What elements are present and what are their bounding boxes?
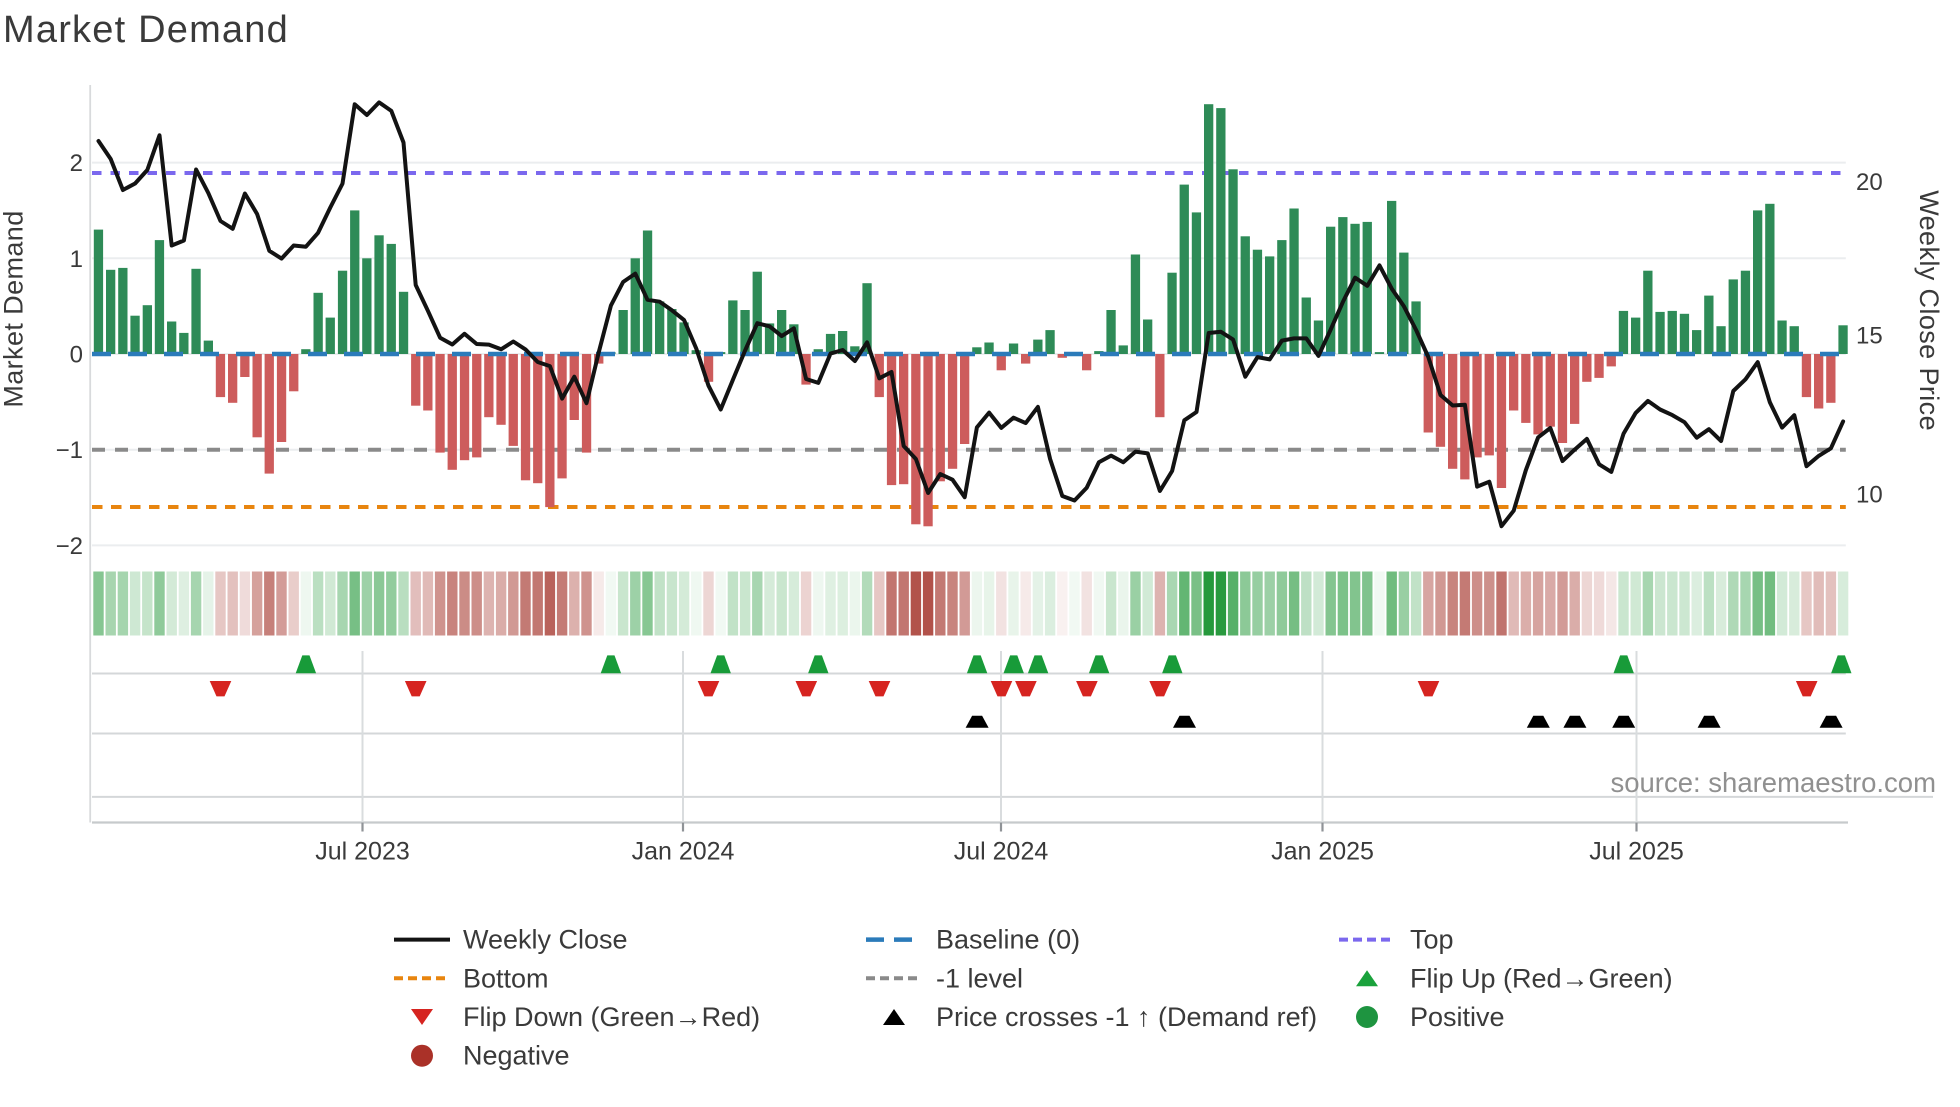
svg-text:15: 15 [1856, 323, 1883, 350]
svg-text:Flip Up (Red→Green): Flip Up (Red→Green) [1410, 963, 1673, 993]
svg-text:Positive: Positive [1410, 1002, 1505, 1032]
svg-text:Flip Down (Green→Red): Flip Down (Green→Red) [463, 1002, 760, 1032]
svg-text:20: 20 [1856, 169, 1883, 196]
svg-text:source: sharemaestro.com: source: sharemaestro.com [1610, 767, 1936, 798]
svg-text:Negative: Negative [463, 1041, 570, 1071]
svg-text:Weekly Close Price: Weekly Close Price [1914, 190, 1944, 431]
svg-text:Jan 2024: Jan 2024 [632, 838, 735, 866]
svg-text:1: 1 [70, 246, 83, 273]
svg-text:Price crosses -1 ↑ (Demand ref: Price crosses -1 ↑ (Demand ref) [936, 1002, 1317, 1032]
svg-text:10: 10 [1856, 482, 1883, 509]
svg-text:Top: Top [1410, 925, 1454, 955]
svg-text:-1 level: -1 level [936, 963, 1023, 993]
svg-text:2: 2 [70, 150, 83, 177]
svg-text:Bottom: Bottom [463, 963, 549, 993]
svg-text:0: 0 [70, 342, 83, 369]
svg-text:Jan 2025: Jan 2025 [1271, 838, 1374, 866]
svg-text:−1: −1 [56, 437, 83, 464]
svg-text:Weekly Close: Weekly Close [463, 925, 628, 955]
svg-text:Market Demand: Market Demand [0, 210, 29, 407]
svg-text:Jul 2024: Jul 2024 [954, 838, 1049, 866]
svg-text:−2: −2 [56, 533, 83, 560]
svg-text:Jul 2025: Jul 2025 [1589, 838, 1684, 866]
svg-text:Baseline (0): Baseline (0) [936, 925, 1080, 955]
svg-text:Jul 2023: Jul 2023 [315, 838, 410, 866]
svg-text:Market Demand: Market Demand [3, 9, 289, 51]
